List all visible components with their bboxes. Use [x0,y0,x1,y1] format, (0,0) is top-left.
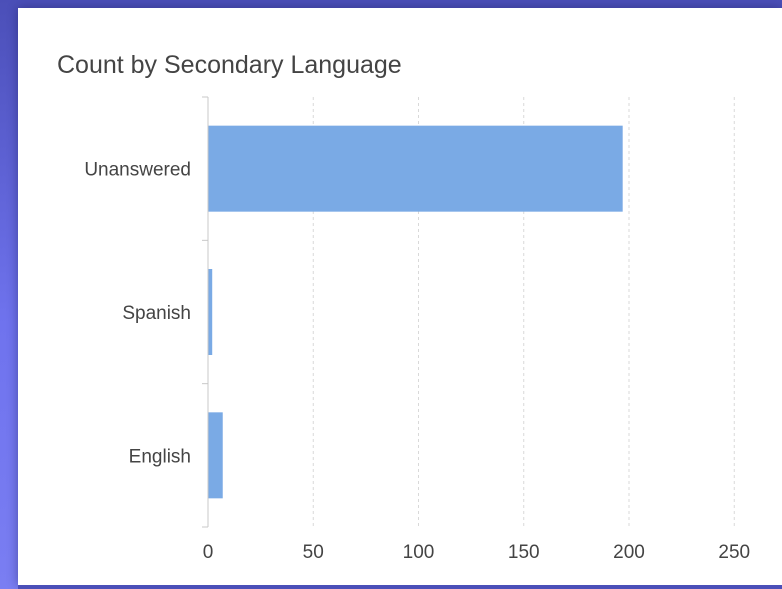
chart-title: Count by Secondary Language [57,51,402,79]
x-tick-label: 50 [303,542,324,563]
chart-card: Count by Secondary Language Unanswered Sp… [18,8,782,585]
bar-spanish[interactable] [208,269,213,355]
category-label: Unanswered [84,160,191,181]
bar-chart: Unanswered Spanish English 0 50 100 150 200 250 [84,96,750,563]
bar-english[interactable] [208,412,223,499]
x-tick-label: 0 [203,542,214,563]
x-tick-label: 150 [508,542,540,563]
window-edge [18,585,782,589]
bar-unanswered[interactable] [208,125,623,212]
category-label: Spanish [122,303,191,324]
category-label: English [129,446,191,467]
x-tick-label: 250 [718,542,750,563]
x-tick-label: 100 [403,542,435,563]
x-tick-label: 200 [613,542,645,563]
